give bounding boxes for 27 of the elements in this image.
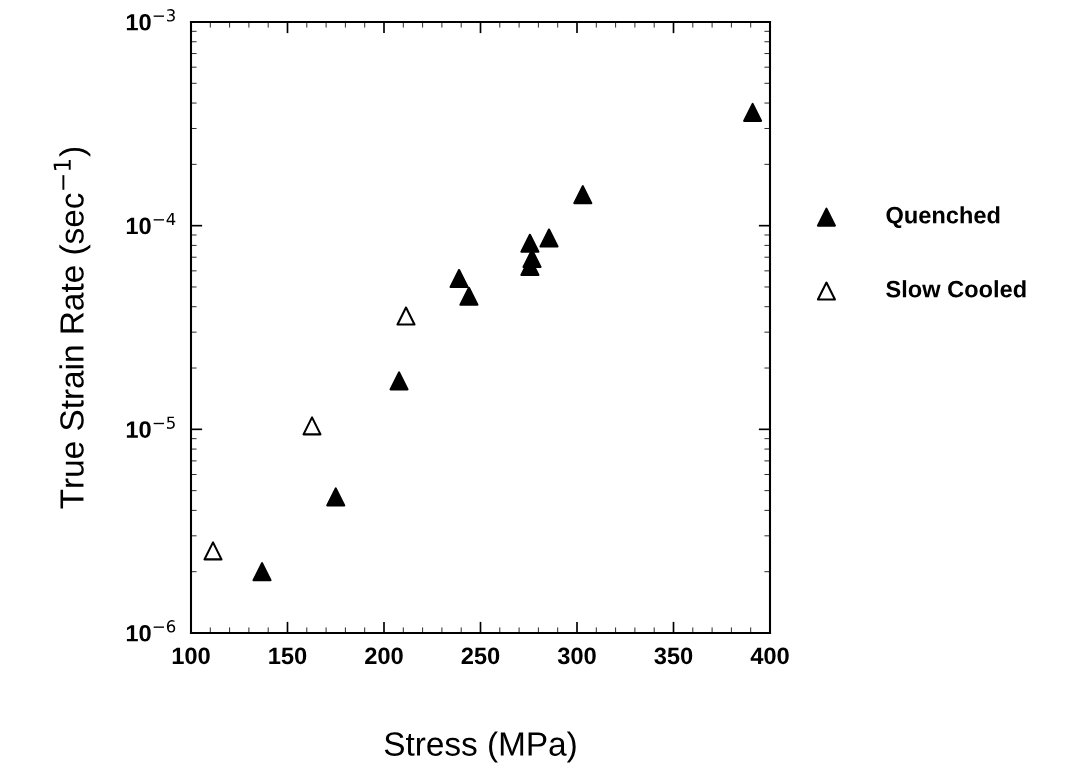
y-tick-label: 10$^{−6}$ <box>126 620 176 642</box>
point <box>520 233 540 253</box>
point <box>449 269 469 289</box>
point <box>203 541 223 561</box>
point <box>396 306 416 326</box>
legend-label: Quenched <box>886 206 1000 228</box>
y-tick-label: 10$^{−3}$ <box>126 9 175 31</box>
x-tick-label: 150 <box>269 647 307 665</box>
point <box>459 286 479 306</box>
y-tick-label: 10$^{−4}$ <box>126 212 176 235</box>
legend-label: Slow Cooled <box>886 280 1026 298</box>
x-tick-label: 300 <box>557 647 596 665</box>
y-axis-title: True Strain Rate (sec$^{−1}$) <box>53 147 91 509</box>
point <box>539 228 559 248</box>
x-tick-label: 250 <box>461 647 500 665</box>
point <box>743 102 763 122</box>
point <box>389 371 409 391</box>
x-tick-label: 400 <box>750 647 789 665</box>
x-axis-title: Stress (MPa) <box>384 731 576 763</box>
x-tick-label: 350 <box>654 647 693 665</box>
x-tick-label: 200 <box>365 647 403 665</box>
point <box>302 416 322 436</box>
x-tick-label: 100 <box>172 647 210 665</box>
point <box>573 185 593 205</box>
y-tick-label: 10$^{−5}$ <box>126 416 175 438</box>
point <box>326 487 346 507</box>
point <box>252 562 272 582</box>
